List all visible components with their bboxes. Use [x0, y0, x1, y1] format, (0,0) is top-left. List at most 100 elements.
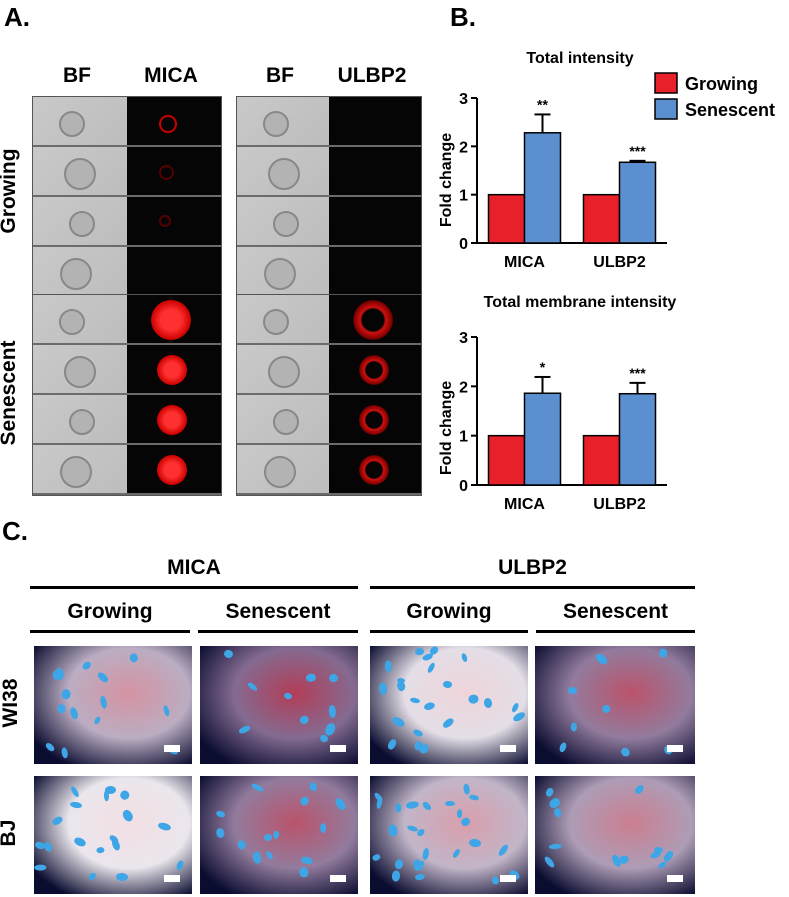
nucleus — [93, 715, 102, 726]
nucleus — [61, 689, 72, 701]
nucleus — [272, 831, 280, 840]
fluorescence-image — [329, 395, 421, 445]
nucleus — [376, 795, 384, 810]
fluorescence-image — [127, 247, 221, 297]
nucleus — [395, 803, 402, 813]
image-strip — [32, 96, 222, 298]
x-tick-label: MICA — [504, 496, 545, 513]
nucleus — [300, 855, 314, 866]
nucleus — [57, 704, 66, 714]
nucleus — [299, 714, 311, 726]
nucleus — [395, 680, 406, 693]
chart-title: Total intensity — [526, 50, 633, 67]
nucleus — [250, 782, 264, 793]
panel-label-a: A. — [4, 2, 30, 32]
nucleus — [115, 872, 129, 882]
condition-rule — [198, 630, 358, 633]
significance-label: * — [540, 359, 546, 375]
brightfield-image — [237, 295, 329, 345]
microscopy-image — [535, 646, 695, 764]
brightfield-image — [237, 445, 329, 495]
fluorescence-image — [127, 295, 221, 345]
microscopy-image — [535, 776, 695, 894]
nucleus — [328, 704, 337, 719]
nucleus — [460, 652, 468, 663]
microscopy-image — [200, 646, 358, 764]
chart-title: Total membrane intensity — [484, 294, 677, 311]
nucleus — [129, 653, 138, 663]
group-header-ulbp2: ULBP2 — [498, 556, 567, 579]
nucleus — [659, 648, 668, 658]
chart-total-membrane-intensity: Total membrane intensity Fold change 0 1 2… — [438, 294, 677, 513]
header-ulbp2: ULBP2 — [337, 64, 407, 87]
bar-growing — [487, 434, 526, 486]
nucleus — [386, 823, 398, 837]
condition-rule — [30, 630, 190, 633]
nucleus — [468, 838, 482, 848]
bar-senescent — [523, 392, 562, 486]
y-tick-label: 2 — [459, 139, 468, 156]
legend-label: Growing — [685, 74, 758, 94]
nucleus — [72, 835, 87, 848]
nucleus — [308, 781, 318, 792]
condition-rule — [536, 630, 695, 633]
nucleus — [387, 738, 399, 751]
nucleus — [632, 783, 646, 796]
panel-label-b: B. — [450, 2, 476, 32]
nucleus — [223, 648, 235, 660]
condition-header: Senescent — [562, 600, 669, 623]
nucleus — [99, 694, 108, 709]
nucleus — [570, 722, 577, 732]
nucleus — [547, 796, 562, 810]
row-label-senescent: Senescent — [0, 340, 20, 446]
image-strip — [236, 96, 422, 298]
nucleus — [490, 875, 500, 886]
nucleus — [391, 715, 407, 729]
brightfield-image — [33, 147, 127, 197]
brightfield-image — [33, 295, 127, 345]
fluorescence-image — [329, 147, 421, 197]
fluorescence-image — [329, 345, 421, 395]
microscopy-image — [34, 646, 192, 764]
nucleus — [468, 793, 480, 802]
nucleus — [69, 706, 80, 721]
x-tick-label: MICA — [504, 254, 545, 271]
brightfield-image — [237, 247, 329, 297]
nucleus — [319, 822, 327, 834]
bar-senescent — [618, 392, 657, 486]
nucleus — [174, 859, 185, 872]
nucleus — [654, 846, 664, 853]
y-tick-label: 0 — [459, 236, 468, 253]
fluorescence-image — [329, 97, 421, 147]
significance-label: *** — [629, 365, 646, 381]
nucleus — [328, 673, 338, 683]
chart-total-intensity: Total intensity Fold change 0 1 2 3 ** MICA **… — [438, 50, 775, 271]
image-strip — [32, 294, 222, 496]
nucleus — [54, 667, 65, 680]
fluorescence-image — [127, 197, 221, 247]
nucleus — [263, 834, 273, 842]
nucleus — [50, 815, 64, 827]
row-label-wi38: WI38 — [0, 678, 22, 728]
nucleus — [548, 843, 563, 849]
nucleus — [215, 809, 226, 819]
image-strip — [236, 294, 422, 496]
fluorescence-image — [329, 197, 421, 247]
y-tick-label: 2 — [459, 379, 468, 396]
nucleus — [283, 691, 294, 701]
nucleus — [157, 821, 172, 832]
nucleus — [104, 785, 116, 794]
condition-rule — [370, 630, 528, 633]
scale-bar — [164, 875, 180, 882]
nucleus — [238, 725, 252, 736]
nucleus — [371, 853, 382, 863]
fluorescence-image — [127, 395, 221, 445]
nucleus — [558, 741, 568, 753]
significance-label: ** — [537, 96, 548, 112]
brightfield-image — [237, 97, 329, 147]
group-header-mica: MICA — [167, 556, 221, 579]
brightfield-image — [237, 197, 329, 247]
y-tick-label: 3 — [459, 330, 468, 347]
scale-bar — [667, 875, 683, 882]
header-bf-right: BF — [266, 64, 294, 87]
